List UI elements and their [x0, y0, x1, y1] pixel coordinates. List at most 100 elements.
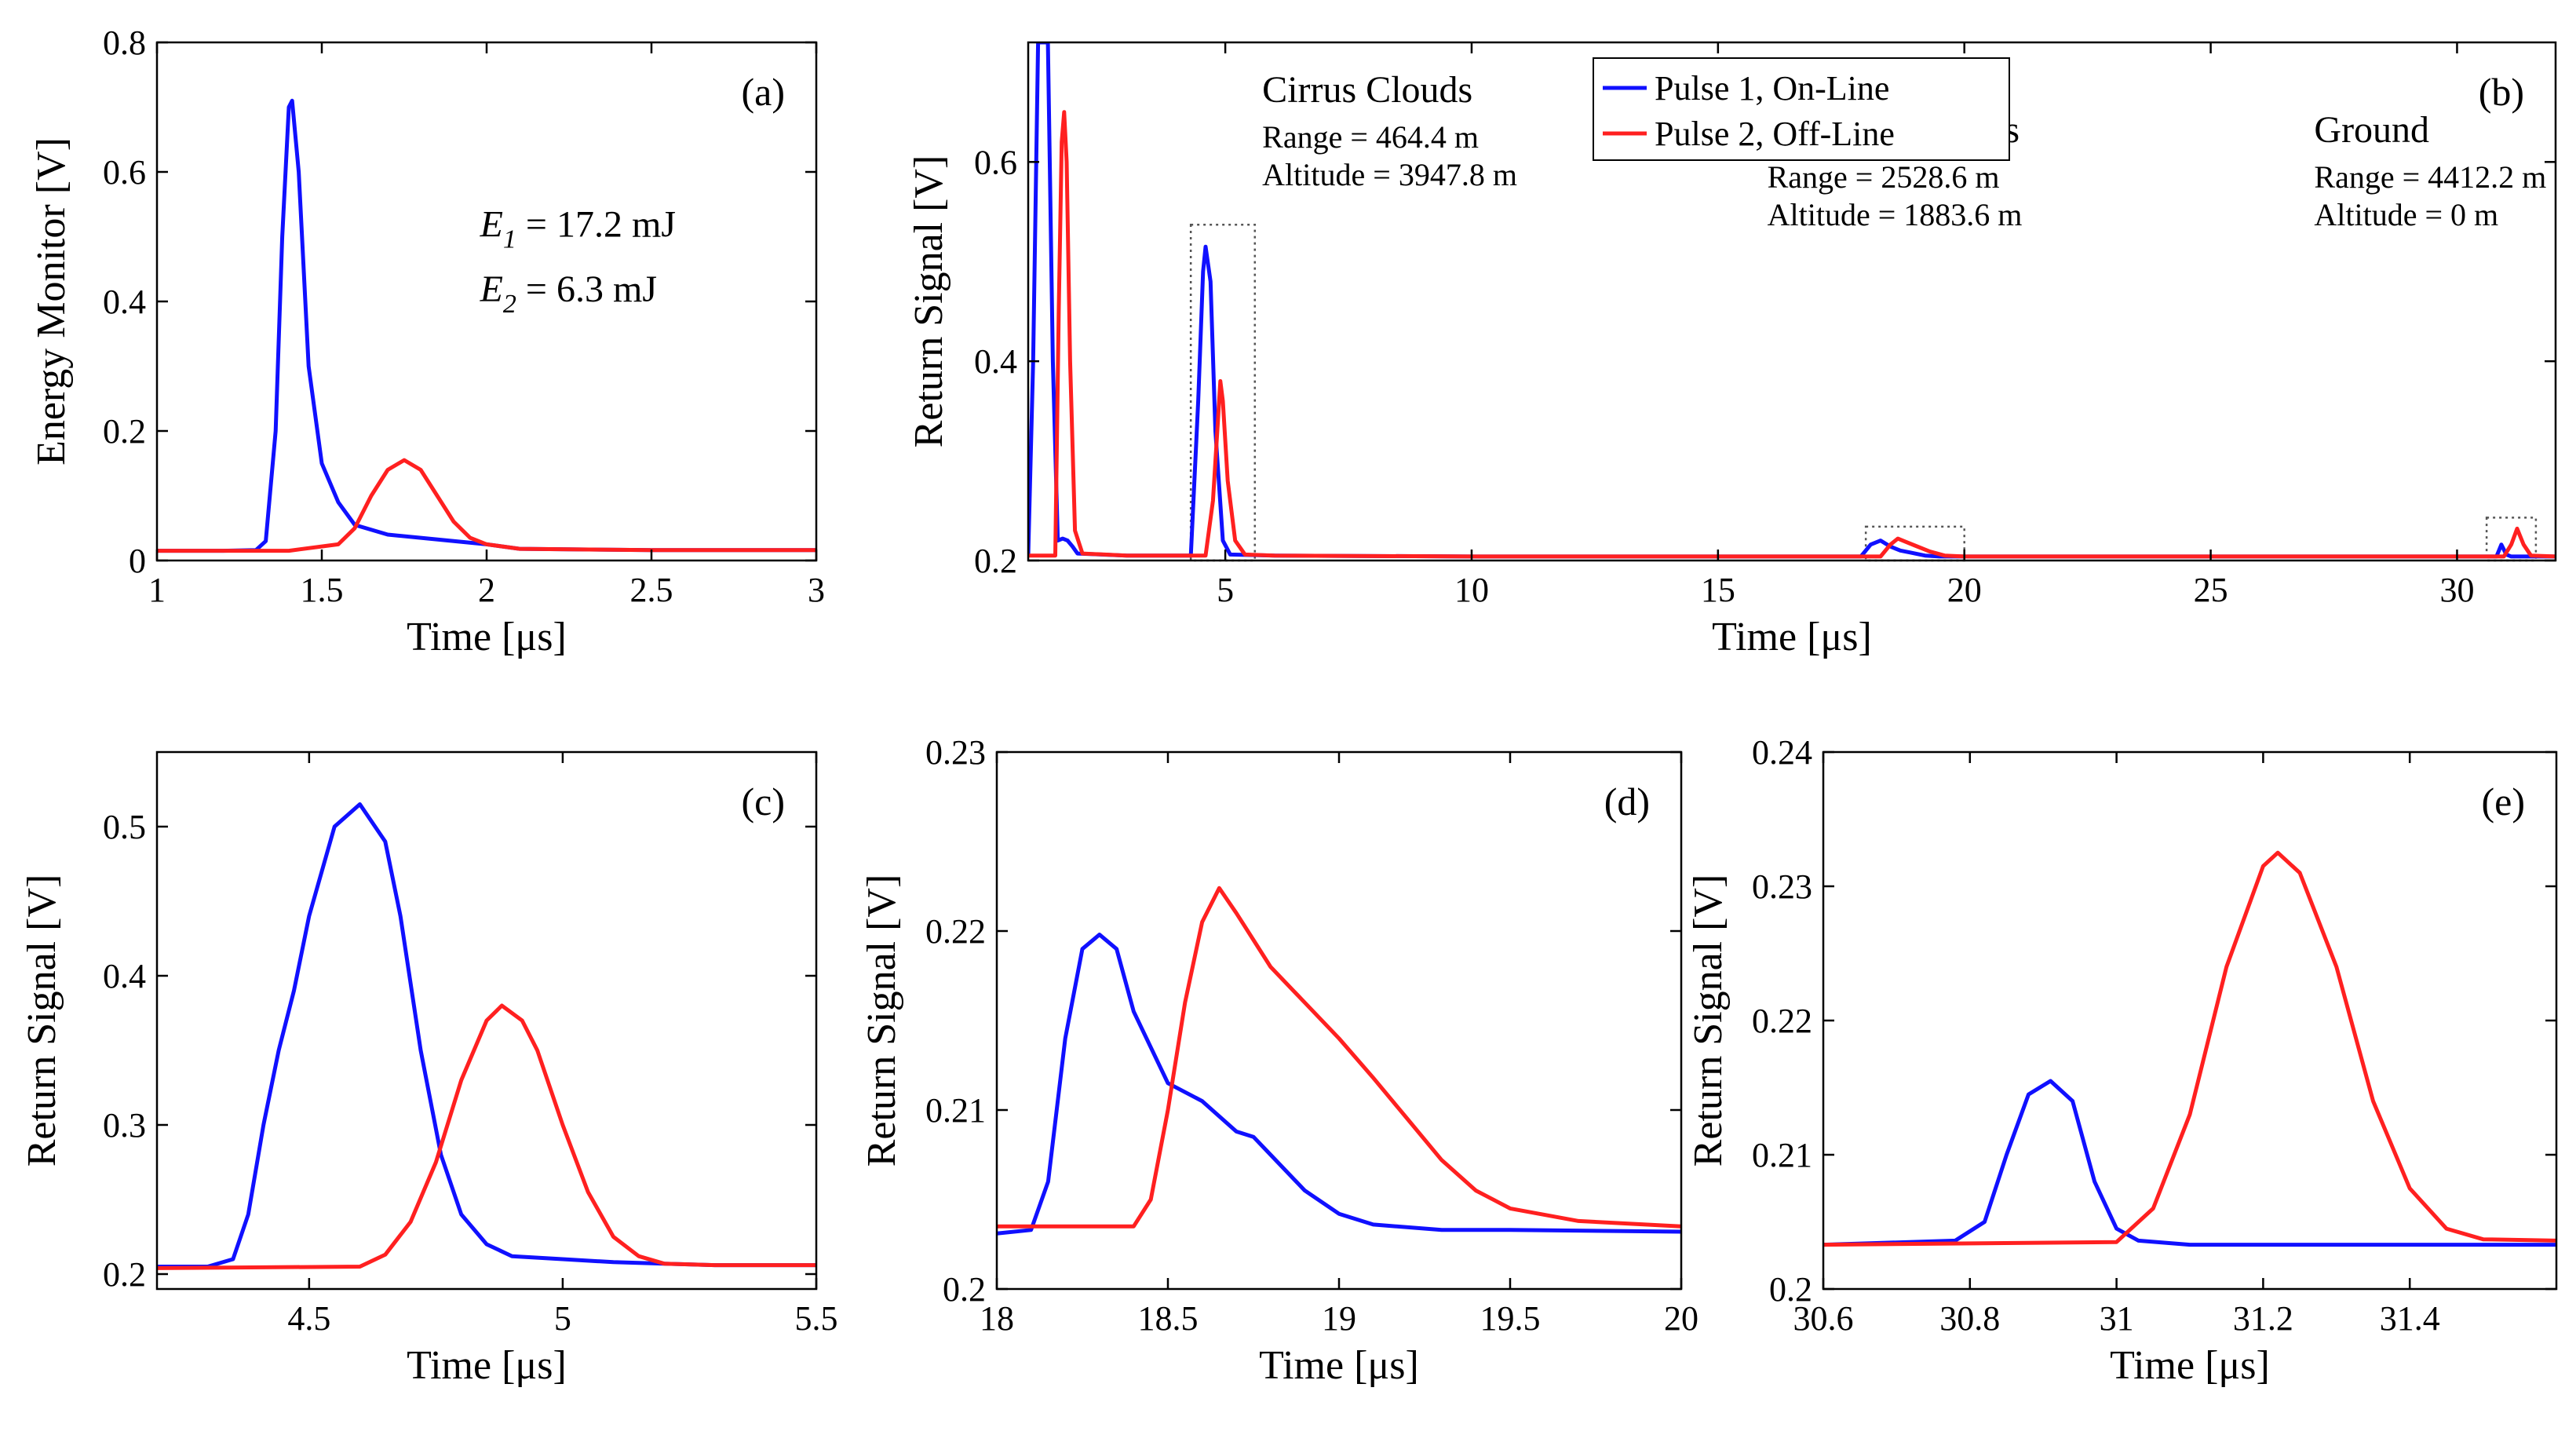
axes-frame — [995, 750, 1683, 1291]
panel-c: 4.5 5 5.5 0.2 0.3 0.4 0.5 Time [μs] Return Signa… — [20, 750, 838, 1388]
annotation-line: Altitude = 1883.6 m — [1768, 197, 2023, 232]
y-axis-label: Return Signal [V] — [859, 875, 904, 1167]
x-tick-label: 30.8 — [1939, 1299, 2000, 1338]
x-tick-label: 5.5 — [795, 1299, 838, 1338]
series-group — [157, 98, 816, 553]
annotation-title: Ground — [2314, 109, 2429, 151]
energy-value: = 17.2 mJ — [516, 204, 676, 246]
x-tick-label: 2 — [478, 571, 495, 609]
x-tick-label: 31.4 — [2380, 1299, 2440, 1338]
panel-label: (e) — [2482, 780, 2526, 823]
annotation-line: Altitude = 3947.8 m — [1262, 157, 1517, 192]
energy-value: = 6.3 mJ — [516, 268, 657, 310]
x-tick-label: 18.5 — [1138, 1299, 1199, 1338]
x-axis-label: Time [μs] — [1712, 615, 1872, 659]
panel-a: 1 1.5 2 2.5 3 0 0.2 0.4 0.6 0.8 Time [μs] Energy Mo… — [29, 24, 825, 659]
energy-text: E2 = 6.3 mJ — [480, 268, 657, 319]
energy-symbol: E — [480, 268, 503, 310]
pulse2-line — [157, 458, 816, 553]
panel-label: (a) — [742, 70, 786, 114]
region-box-1 — [1189, 224, 1257, 562]
y-tick-label: 0.22 — [1752, 1002, 1812, 1040]
y-tick-label: 0.8 — [103, 24, 146, 62]
x-tick-label: 30.6 — [1793, 1299, 1854, 1338]
y-tick-label: 0.24 — [1752, 733, 1812, 772]
y-tick-label: 0.21 — [925, 1091, 986, 1130]
annotation-title: Cirrus Clouds — [1262, 69, 1472, 111]
x-tick-label: 31.2 — [2233, 1299, 2293, 1338]
x-tick-label: 20 — [1947, 571, 1982, 609]
region-box-3 — [2485, 517, 2538, 562]
x-tick-label: 5 — [554, 1299, 571, 1338]
y-axis-label: Return Signal [V] — [20, 875, 64, 1167]
panel-d: 18 18.5 19 19.5 20 0.2 0.21 0.22 0.23 Time [μs] Re… — [859, 733, 1698, 1388]
y-tick-label: 0.2 — [103, 1255, 146, 1294]
legend-entry: Pulse 1, On-Line — [1655, 69, 1889, 108]
series-group — [1028, 42, 2556, 559]
x-tick-label: 31 — [2100, 1299, 2134, 1338]
y-tick-label: 0.3 — [103, 1106, 146, 1145]
pulse2-line — [1823, 850, 2556, 1247]
x-tick-label: 4.5 — [287, 1299, 330, 1338]
x-tick-label: 18 — [980, 1299, 1014, 1338]
panel-label: (c) — [742, 780, 786, 823]
panel-b: 5 10 15 20 25 30 0.2 0.4 0.6 Time [μs] Return Sign… — [907, 41, 2557, 659]
panel-label: (b) — [2479, 70, 2524, 114]
energy-subscript: 1 — [503, 225, 516, 254]
energy-symbol: E — [480, 204, 503, 246]
y-tick-label: 0.2 — [974, 542, 1017, 580]
x-tick-label: 25 — [2194, 571, 2228, 609]
y-tick-label: 0.6 — [103, 153, 146, 192]
y-axis-label: Return Signal [V] — [907, 155, 951, 448]
x-tick-label: 10 — [1454, 571, 1489, 609]
y-tick-label: 0.4 — [974, 342, 1017, 381]
annotation-line: Range = 4412.2 m — [2314, 159, 2546, 195]
energy-subscript: 2 — [503, 290, 516, 319]
panel-e: 30.6 30.8 31 31.2 31.4 0.2 0.21 0.22 0.23 0.24 Tim… — [1686, 733, 2558, 1388]
pulse2-line — [997, 885, 1681, 1229]
axes-frame — [155, 750, 818, 1291]
x-axis-label: Time [μs] — [407, 1343, 567, 1388]
pulse2-line — [157, 1003, 816, 1270]
series-group — [157, 802, 816, 1270]
x-axis-label: Time [μs] — [1259, 1343, 1419, 1388]
annotation-line: Range = 464.4 m — [1262, 119, 1479, 155]
legend-box — [1593, 57, 2010, 161]
x-tick-label: 1 — [148, 571, 166, 609]
y-tick-label: 0.5 — [103, 808, 146, 846]
x-axis-label: Time [μs] — [2110, 1343, 2270, 1388]
series-group — [997, 885, 1681, 1236]
y-tick-label: 0.2 — [943, 1270, 986, 1309]
energy-text: E1 = 17.2 mJ — [480, 204, 676, 254]
y-tick-label: 0.23 — [1752, 867, 1812, 906]
x-tick-label: 2.5 — [630, 571, 673, 609]
y-tick-label: 0 — [129, 542, 146, 580]
x-tick-label: 30 — [2439, 571, 2474, 609]
x-tick-label: 1.5 — [301, 571, 344, 609]
x-tick-label: 19 — [1322, 1299, 1356, 1338]
y-axis-label: Energy Monitor [V] — [29, 137, 74, 466]
y-axis-label: Return Signal [V] — [1686, 875, 1731, 1167]
annotation-line: Altitude = 0 m — [2314, 197, 2498, 232]
y-tick-label: 0.2 — [1769, 1270, 1812, 1309]
y-tick-label: 0.22 — [925, 912, 986, 951]
annotation-line: Range = 2528.6 m — [1768, 159, 2000, 195]
pulse1-line — [157, 98, 816, 553]
x-tick-label: 3 — [808, 571, 825, 609]
x-tick-label: 15 — [1701, 571, 1735, 609]
y-tick-label: 0.23 — [925, 733, 986, 772]
x-tick-label: 5 — [1217, 571, 1234, 609]
legend-entry: Pulse 2, Off-Line — [1655, 115, 1895, 153]
x-tick-label: 19.5 — [1480, 1299, 1541, 1338]
y-tick-label: 0.21 — [1752, 1136, 1812, 1174]
series-group — [1823, 850, 2556, 1247]
x-axis-label: Time [μs] — [407, 615, 567, 659]
pulse1-line — [1823, 1079, 2556, 1247]
x-tick-label: 20 — [1664, 1299, 1698, 1338]
y-tick-label: 0.2 — [103, 412, 146, 451]
y-tick-label: 0.6 — [974, 143, 1017, 181]
pulse1-line — [157, 802, 816, 1269]
panel-label: (d) — [1604, 780, 1650, 823]
axes-frame — [1027, 41, 2557, 562]
